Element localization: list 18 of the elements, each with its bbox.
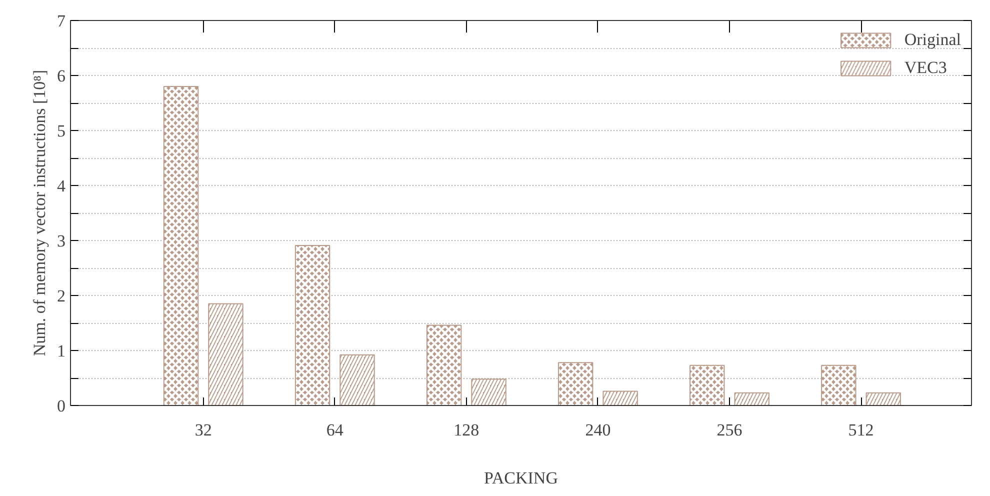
y-tick-label: 4 <box>57 176 66 196</box>
y-tick-label: 3 <box>57 232 66 250</box>
x-tick-label: 240 <box>585 420 611 440</box>
x-axis-title: PACKING <box>484 468 558 488</box>
y-tick-label: 7 <box>57 12 66 30</box>
y-tick-label: 0 <box>57 396 66 416</box>
y-tick-label: 1 <box>57 342 66 360</box>
y-tick-label: 6 <box>57 66 66 86</box>
legend-label: VEC3 <box>904 58 947 78</box>
x-tick-label: 64 <box>326 420 344 440</box>
x-tick-label: 32 <box>194 420 212 440</box>
legend-label: Original <box>904 30 961 50</box>
y-tick-label: 5 <box>57 122 66 140</box>
y-axis-title: Num. of memory vector instructions [10⁸] <box>30 70 49 356</box>
x-tick-label: 256 <box>716 420 742 440</box>
y-tick-label: 2 <box>57 286 66 306</box>
x-tick-label: 128 <box>454 420 480 440</box>
x-tick-label: 512 <box>848 420 874 440</box>
